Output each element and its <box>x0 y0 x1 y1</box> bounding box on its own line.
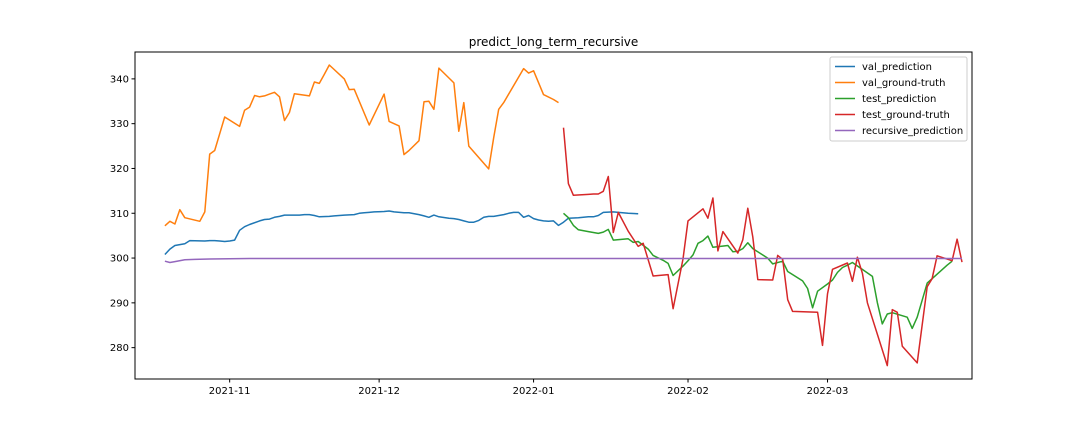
x-tick-label: 2022-03 <box>807 386 849 397</box>
x-tick-label: 2022-02 <box>667 386 709 397</box>
x-tick-label: 2022-01 <box>513 386 555 397</box>
y-tick-label: 300 <box>110 254 129 265</box>
series-line-val_prediction <box>164 210 639 256</box>
y-tick-label: 290 <box>110 298 129 309</box>
legend: val_prediction val_ground-truth test_predi… <box>829 56 968 142</box>
chart-title: predict_long_term_recursive <box>469 35 639 49</box>
series-line-val_ground-truth <box>164 64 559 227</box>
series-layer <box>164 64 963 367</box>
y-tick-label: 340 <box>110 74 129 85</box>
series-line-test_ground-truth <box>562 127 963 367</box>
legend-label: test_ground-truth <box>862 110 950 121</box>
y-tick-label: 330 <box>110 119 129 130</box>
series-line-recursive_prediction <box>164 257 962 264</box>
legend-label: val_ground-truth <box>862 78 945 89</box>
y-tick-label: 280 <box>110 343 129 354</box>
legend-label: val_prediction <box>862 62 932 73</box>
y-tick-label: 320 <box>110 164 129 175</box>
x-tick-label: 2021-12 <box>358 386 400 397</box>
axes: 280 290 300 310 320 330 340 2021-11 2021-12 2022-… <box>110 74 849 397</box>
series-line-test_prediction <box>562 212 953 330</box>
plot-frame <box>134 51 973 380</box>
y-tick-label: 310 <box>110 209 129 220</box>
legend-box <box>829 56 968 142</box>
legend-label: recursive_prediction <box>862 126 963 137</box>
legend-label: test_prediction <box>862 94 936 105</box>
x-tick-label: 2021-11 <box>209 386 251 397</box>
